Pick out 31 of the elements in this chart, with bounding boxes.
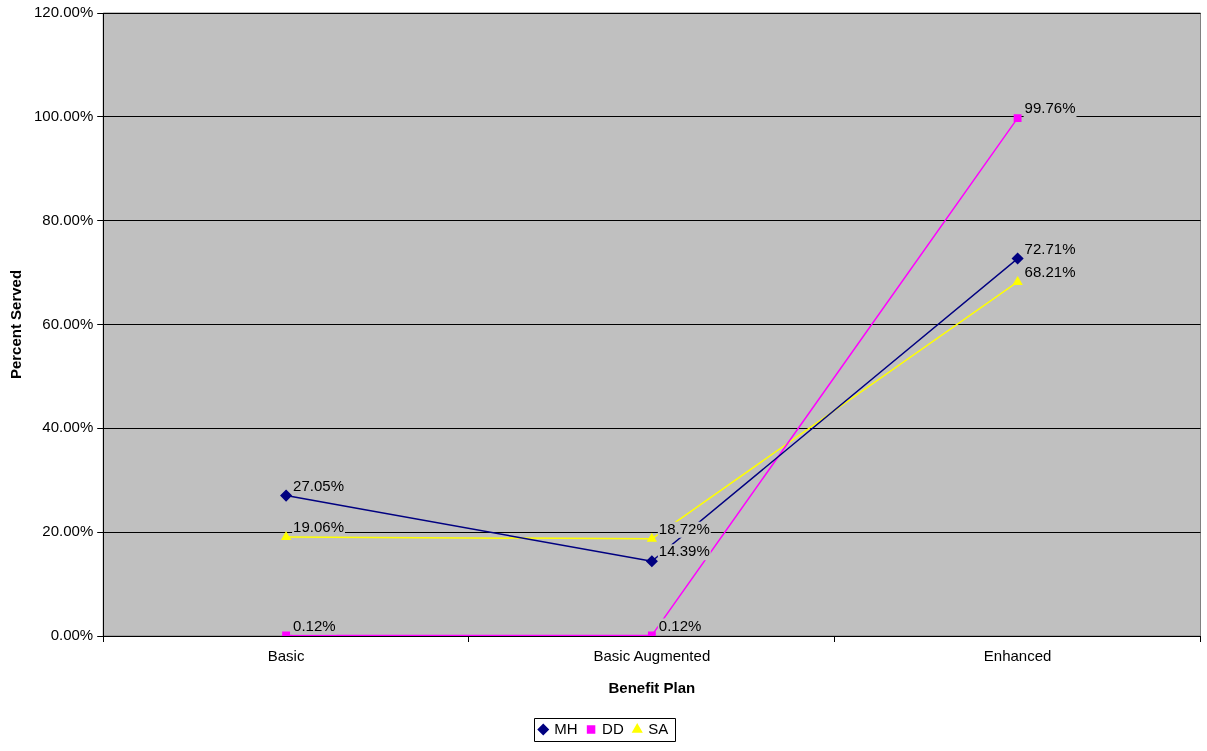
data-label: 68.21% [1024, 263, 1076, 281]
legend-label: DD [602, 719, 624, 737]
data-label: 99.76% [1024, 99, 1076, 117]
legend-label: MH [554, 719, 578, 737]
point [647, 533, 657, 542]
y-axis-title: Percent Served [7, 269, 25, 380]
y-tick-label: 100.00% [34, 106, 94, 124]
point [1012, 276, 1023, 285]
data-label: 0.12% [293, 616, 336, 634]
data-label: 19.06% [293, 518, 344, 536]
data-label: 0.12% [658, 616, 702, 634]
legend-label: SA [648, 719, 669, 737]
x-axis-title: Benefit Plan [608, 679, 696, 697]
y-tick-label: 20.00% [42, 522, 94, 540]
x-tick-label: Basic [267, 647, 305, 665]
point [280, 489, 292, 502]
data-label: 18.72% [658, 519, 710, 537]
y-tick-label: 80.00% [42, 210, 94, 228]
point [1013, 114, 1022, 123]
x-tick-label: Basic Augmented [593, 647, 711, 665]
data-label: 14.39% [658, 542, 710, 560]
x-tick-label: Enhanced [983, 647, 1052, 665]
y-tick-label: 0.00% [50, 626, 94, 644]
y-tick-label: 60.00% [42, 314, 94, 332]
point [281, 531, 291, 541]
data-label: 72.71% [1024, 239, 1076, 257]
point [1011, 252, 1024, 265]
y-tick-label: 120.00% [34, 3, 94, 21]
data-label: 27.05% [293, 476, 344, 494]
y-tick-label: 40.00% [42, 418, 94, 436]
point [646, 555, 658, 568]
